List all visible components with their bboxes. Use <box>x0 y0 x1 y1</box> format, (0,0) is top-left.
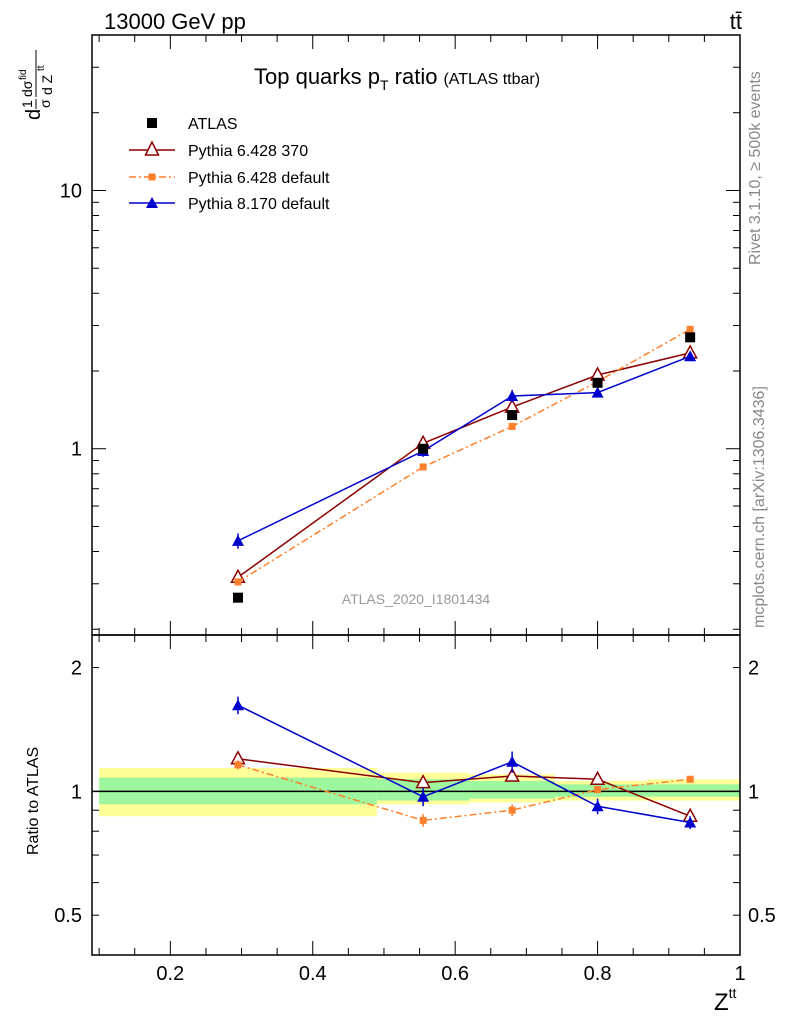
py8_default-line <box>237 355 691 542</box>
rivet-version-label: Rivet 3.1.10, ≥ 500k events <box>747 71 764 265</box>
legend: ATLAS Pythia 6.428 370 Pythia 6.428 defa… <box>129 116 330 213</box>
process-label: tt̄ <box>730 9 742 34</box>
y-tick-label-right: 0.5 <box>748 905 776 927</box>
y-tick-label: 2 <box>71 658 82 680</box>
chart-title: Top quarks pT ratio (ATLAS ttbar) <box>254 64 540 93</box>
py6_default-marker-2 <box>508 806 516 814</box>
chart-title-main: Top quarks p <box>254 64 380 89</box>
atlas-marker-4 <box>685 332 696 343</box>
py6_default-marker-1 <box>419 463 427 471</box>
svg-text:Pythia 8.170 default: Pythia 8.170 default <box>188 196 330 213</box>
legend-entry-pythia8-default: Pythia 8.170 default <box>129 196 330 213</box>
py6_370-marker-2 <box>504 767 520 782</box>
y-tick-label-right: 1 <box>748 781 759 803</box>
py8_default-marker-1 <box>417 790 430 802</box>
svg-text:Pythia 6.428 370: Pythia 6.428 370 <box>188 143 308 160</box>
atlas-marker-0 <box>232 592 243 603</box>
py6_default-marker-4 <box>686 775 694 783</box>
py6_default-line <box>237 764 691 822</box>
svg-text:d: d <box>23 109 45 120</box>
py8_default-marker-4 <box>684 816 697 828</box>
y-tick-label: 0.5 <box>54 905 82 927</box>
py6_default-marker-4 <box>686 325 694 333</box>
main-axis-ticks: 1 10 <box>60 34 741 635</box>
x-axis-label: Ztt <box>714 985 737 1016</box>
ratio-ylabel: Ratio to ATLAS <box>25 747 42 855</box>
main-panel: 1 10 Top quarks pT ratio (ATLAS ttbar) d 1… <box>18 34 741 636</box>
atlas-marker-2 <box>507 410 518 421</box>
reference-label: ATLAS_2020_I1801434 <box>342 591 491 607</box>
svg-text:Pythia 6.428 default: Pythia 6.428 default <box>188 170 330 187</box>
x-tick-label: 0.2 <box>156 963 184 985</box>
py6_370-marker-1 <box>415 774 431 789</box>
legend-entry-atlas: ATLAS <box>147 116 238 133</box>
py6_370-marker-3 <box>589 770 606 786</box>
svg-text:d Z: d Z <box>39 74 55 95</box>
x-tick-label: 0.4 <box>299 963 327 985</box>
py8_default-marker-0 <box>231 699 244 711</box>
uncertainty-band-inner-4 <box>647 784 740 797</box>
py8_default-marker-4 <box>684 350 697 362</box>
y-tick-label: 10 <box>60 180 82 202</box>
py6_370-line <box>237 352 691 578</box>
main-ylabel: d 1 σ dσ fid d Z tt <box>18 50 55 120</box>
chart-title-rest: ratio <box>389 64 438 89</box>
x-tick-label: 0.6 <box>441 963 469 985</box>
main-plot-area <box>230 325 698 603</box>
py6_default-marker-1 <box>419 816 427 824</box>
y-tick-label: 1 <box>71 781 82 803</box>
svg-text:ATLAS: ATLAS <box>188 116 238 133</box>
ratio-plot-area <box>92 696 740 829</box>
py6_default-marker-0 <box>234 578 242 586</box>
ratio-frame <box>91 634 741 956</box>
x-tick-label: 0.8 <box>584 963 612 985</box>
chart-title-subscript: T <box>380 77 389 93</box>
py6_default-marker-0 <box>234 761 242 769</box>
py8_default-marker-2 <box>506 390 519 402</box>
atlas-marker-3 <box>592 377 603 388</box>
mcplots-label: mcplots.cern.ch [arXiv:1306.3436] <box>751 386 768 628</box>
atlas-marker-1 <box>418 443 429 454</box>
legend-entry-pythia6-370: Pythia 6.428 370 <box>129 140 308 160</box>
py6_default-line <box>237 328 691 583</box>
py6_default-marker-3 <box>594 786 602 794</box>
y-tick-label-right: 2 <box>748 658 759 680</box>
y-tick-label: 1 <box>71 439 82 461</box>
py6_default-marker-2 <box>508 422 516 430</box>
chart-title-small: (ATLAS ttbar) <box>443 71 540 88</box>
uncertainty-band-inner-2 <box>469 780 555 799</box>
legend-entry-pythia6-default: Pythia 6.428 default <box>129 170 330 187</box>
svg-text:tt: tt <box>36 65 47 71</box>
svg-text:dσ: dσ <box>19 80 35 97</box>
py8_default-marker-0 <box>231 534 244 546</box>
ratio-panel: 0.5 1 2 0.5 1 2 0.2 0.4 0.6 0.8 1 Ratio to ATLAS Z… <box>25 634 776 1016</box>
svg-text:fid: fid <box>18 69 29 80</box>
energy-label: 13000 GeV pp <box>104 9 246 34</box>
x-tick-label: 1 <box>734 963 745 985</box>
svg-text:1: 1 <box>19 100 35 108</box>
py8_default-marker-3 <box>591 800 604 812</box>
py8_default-marker-3 <box>591 386 604 398</box>
ratio-axis-ticks: 0.5 1 2 0.5 1 2 0.2 0.4 0.6 0.8 1 <box>54 635 776 985</box>
py8_default-marker-2 <box>506 755 519 767</box>
svg-text:σ: σ <box>37 99 53 108</box>
